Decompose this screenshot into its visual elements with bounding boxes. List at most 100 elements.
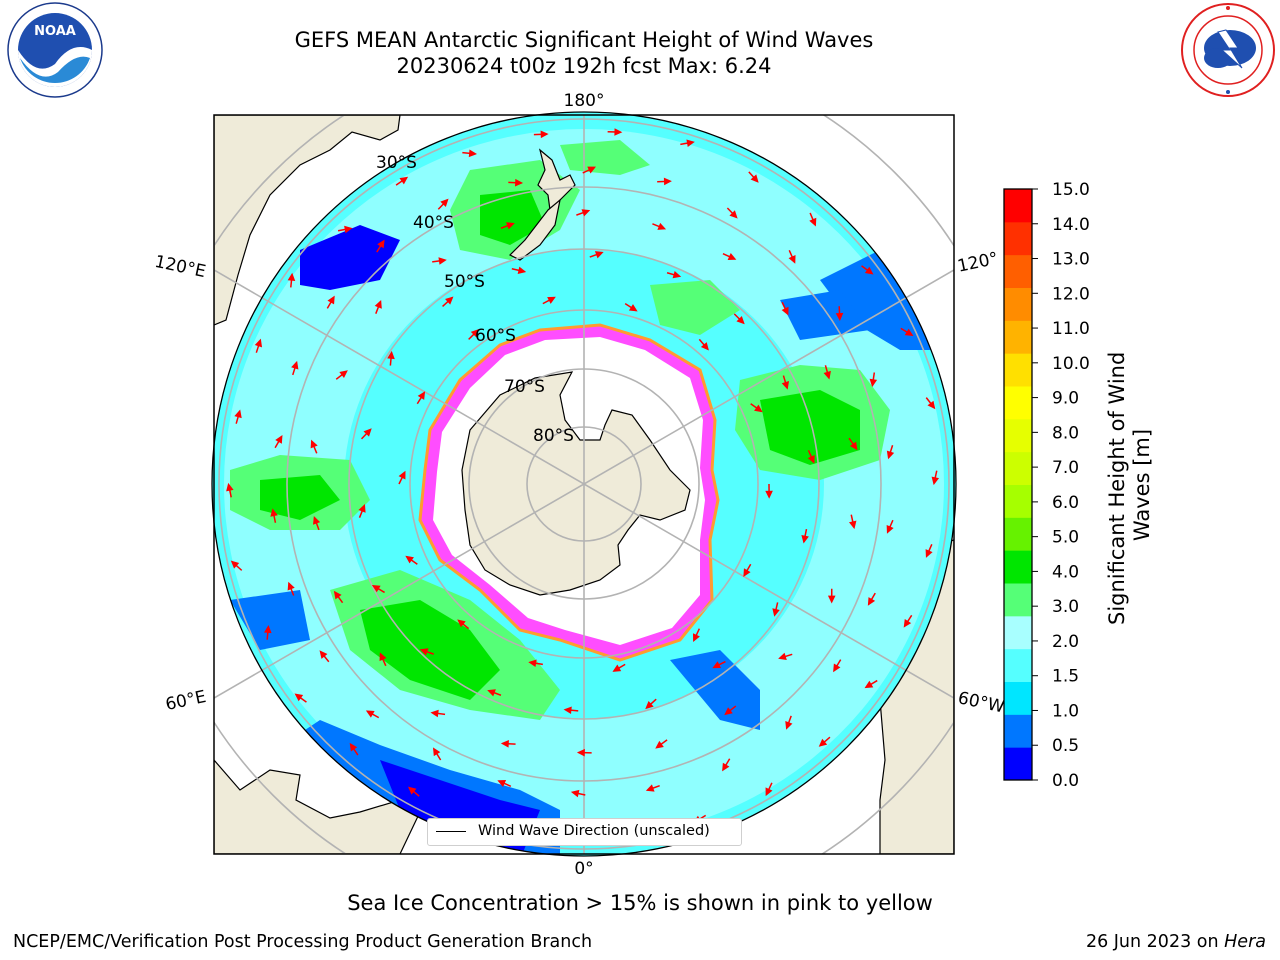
wind-wave-arrowhead: [563, 706, 572, 715]
wind-wave-arrowhead: [377, 239, 385, 249]
map-subtitle: 20230624 t00z 192h fcst Max: 6.24: [396, 54, 772, 78]
graticule: [214, 115, 954, 854]
colorbar-segment: [1004, 747, 1032, 781]
wind-wave-arrowhead: [864, 266, 874, 275]
wind-wave-arrowhead: [781, 381, 790, 390]
colorbar-frame: [1003, 188, 1033, 781]
wind-wave-arrowhead: [886, 524, 894, 534]
wind-wave-arrowhead: [614, 128, 623, 136]
colorbar-tick-label: 0.5: [1052, 736, 1079, 756]
wind-wave-arrowhead: [457, 619, 466, 628]
wind-wave-arrowhead: [379, 652, 387, 662]
lat-label-80s: 80°S: [533, 426, 574, 446]
wind-wave-arrowhead: [700, 342, 709, 351]
wind-wave-arrowhead: [547, 296, 556, 304]
wind-wave-arrowhead: [587, 166, 596, 174]
wind-wave-arrows: [226, 128, 940, 842]
lat-label-50s: 50°S: [444, 272, 485, 292]
wind-wave-arrowhead: [754, 404, 763, 413]
wind-wave-arrowhead: [788, 255, 796, 264]
colorbar-tick-label: 15.0: [1052, 180, 1090, 200]
wind-wave-arrowhead: [867, 597, 876, 606]
lon-label-120w: 120°: [956, 249, 1000, 277]
wind-wave-arrowhead: [358, 504, 366, 513]
wind-wave-arrowhead: [722, 762, 730, 772]
wind-wave-arrowhead: [869, 378, 878, 388]
wind-wave-arrowhead: [663, 177, 672, 186]
colorbar-label: Significant Height of Wind Waves [m]: [1105, 345, 1154, 625]
wind-wave-arrowhead: [848, 520, 857, 530]
colorbar-segment: [1004, 386, 1032, 420]
colorbar-segment: [1004, 615, 1032, 650]
wind-wave-arrowhead: [724, 707, 733, 716]
wind-wave-arrowhead: [778, 652, 787, 660]
latitude-labels: 30°S 40°S 50°S 60°S 70°S 80°S: [376, 153, 574, 446]
wind-wave-arrowhead: [344, 225, 353, 234]
colorbar-segment: [1004, 189, 1032, 223]
wind-wave-arrowhead: [517, 266, 527, 275]
wind-wave-arrowhead: [310, 439, 318, 449]
lon-label-120e: 120°E: [153, 252, 208, 282]
wind-wave-arrowhead: [419, 648, 429, 656]
wind-wave-arrowhead: [500, 739, 509, 748]
wind-wave-arrowhead: [655, 740, 664, 749]
wind-wave-arrowhead: [693, 633, 700, 642]
lon-label-180: 180°: [564, 91, 605, 111]
colorbar-segment: [1004, 353, 1032, 387]
wind-wave-arrowhead: [487, 689, 496, 697]
wind-wave-arrowhead: [835, 312, 844, 321]
wind-wave-arrowhead: [264, 624, 272, 634]
noaa-logo-text: NOAA: [34, 24, 76, 39]
wind-wave-arrowhead: [927, 400, 936, 410]
wind-wave-arrowhead: [903, 618, 912, 628]
wind-wave-arrowhead: [438, 257, 447, 265]
wind-wave-arrowhead: [807, 455, 815, 464]
colorbar-tick-label: 8.0: [1052, 423, 1079, 443]
wind-wave-arrowhead: [729, 210, 738, 219]
wind-wave-arrowhead: [294, 693, 304, 702]
wind-wave-arrowhead: [628, 304, 638, 312]
wind-wave-arrowhead: [270, 508, 278, 517]
wind-wave-arrowhead: [333, 590, 342, 600]
legend-line-swatch: [436, 831, 466, 832]
wind-wave-arrowhead: [313, 516, 321, 525]
wind-wave-arrowhead: [371, 584, 381, 593]
wind-wave-arrowhead: [287, 581, 295, 591]
wind-wave-arrowhead: [818, 738, 828, 747]
wind-wave-arrowhead: [849, 441, 858, 451]
colorbar-tick-label: 0.0: [1052, 771, 1079, 791]
colorbar-tick-label: 9.0: [1052, 389, 1079, 409]
wind-wave-arrowhead: [645, 784, 655, 792]
wind-wave-arrowhead: [765, 490, 773, 499]
colorbar-tick-label: 6.0: [1052, 493, 1079, 513]
wind-wave-arrowhead: [514, 178, 524, 187]
wind-wave-arrowhead: [319, 650, 328, 659]
wind-wave-arrowhead: [398, 470, 406, 480]
wind-wave-arrowhead: [576, 748, 585, 757]
lat-label-30s: 30°S: [376, 153, 417, 173]
wind-wave-arrowhead: [645, 700, 654, 710]
colorbar-segment: [1004, 451, 1032, 485]
wind-wave-arrowhead: [672, 270, 682, 279]
wind-wave-arrowhead: [470, 329, 480, 338]
wind-wave-arrowhead: [736, 316, 745, 325]
colorbar-tick-label: 12.0: [1052, 284, 1090, 304]
lat-label-40s: 40°S: [413, 213, 454, 233]
colorbar-segment: [1004, 287, 1032, 321]
footer-date-text: 26 Jun 2023 on: [1085, 932, 1225, 952]
footer-producer: NCEP/EMC/Verification Post Processing Pr…: [13, 932, 593, 952]
polar-boundary: [211, 111, 957, 857]
legend-label: Wind Wave Direction (unscaled): [478, 823, 710, 839]
colorbar-segment: [1004, 517, 1032, 551]
lat-label-70s: 70°S: [504, 377, 545, 397]
wind-wave-arrowhead: [581, 209, 591, 217]
wind-wave-arrowhead: [833, 663, 841, 673]
wind-wave-arrowhead: [365, 710, 375, 718]
wind-wave-arrowhead: [750, 174, 759, 183]
footer-host: Hera: [1224, 932, 1266, 952]
wind-wave-arrowhead: [712, 661, 722, 669]
wind-wave-arrowhead: [570, 789, 580, 798]
lon-label-60w: 60°W: [956, 688, 1006, 717]
wind-wave-arrowhead: [772, 608, 780, 617]
